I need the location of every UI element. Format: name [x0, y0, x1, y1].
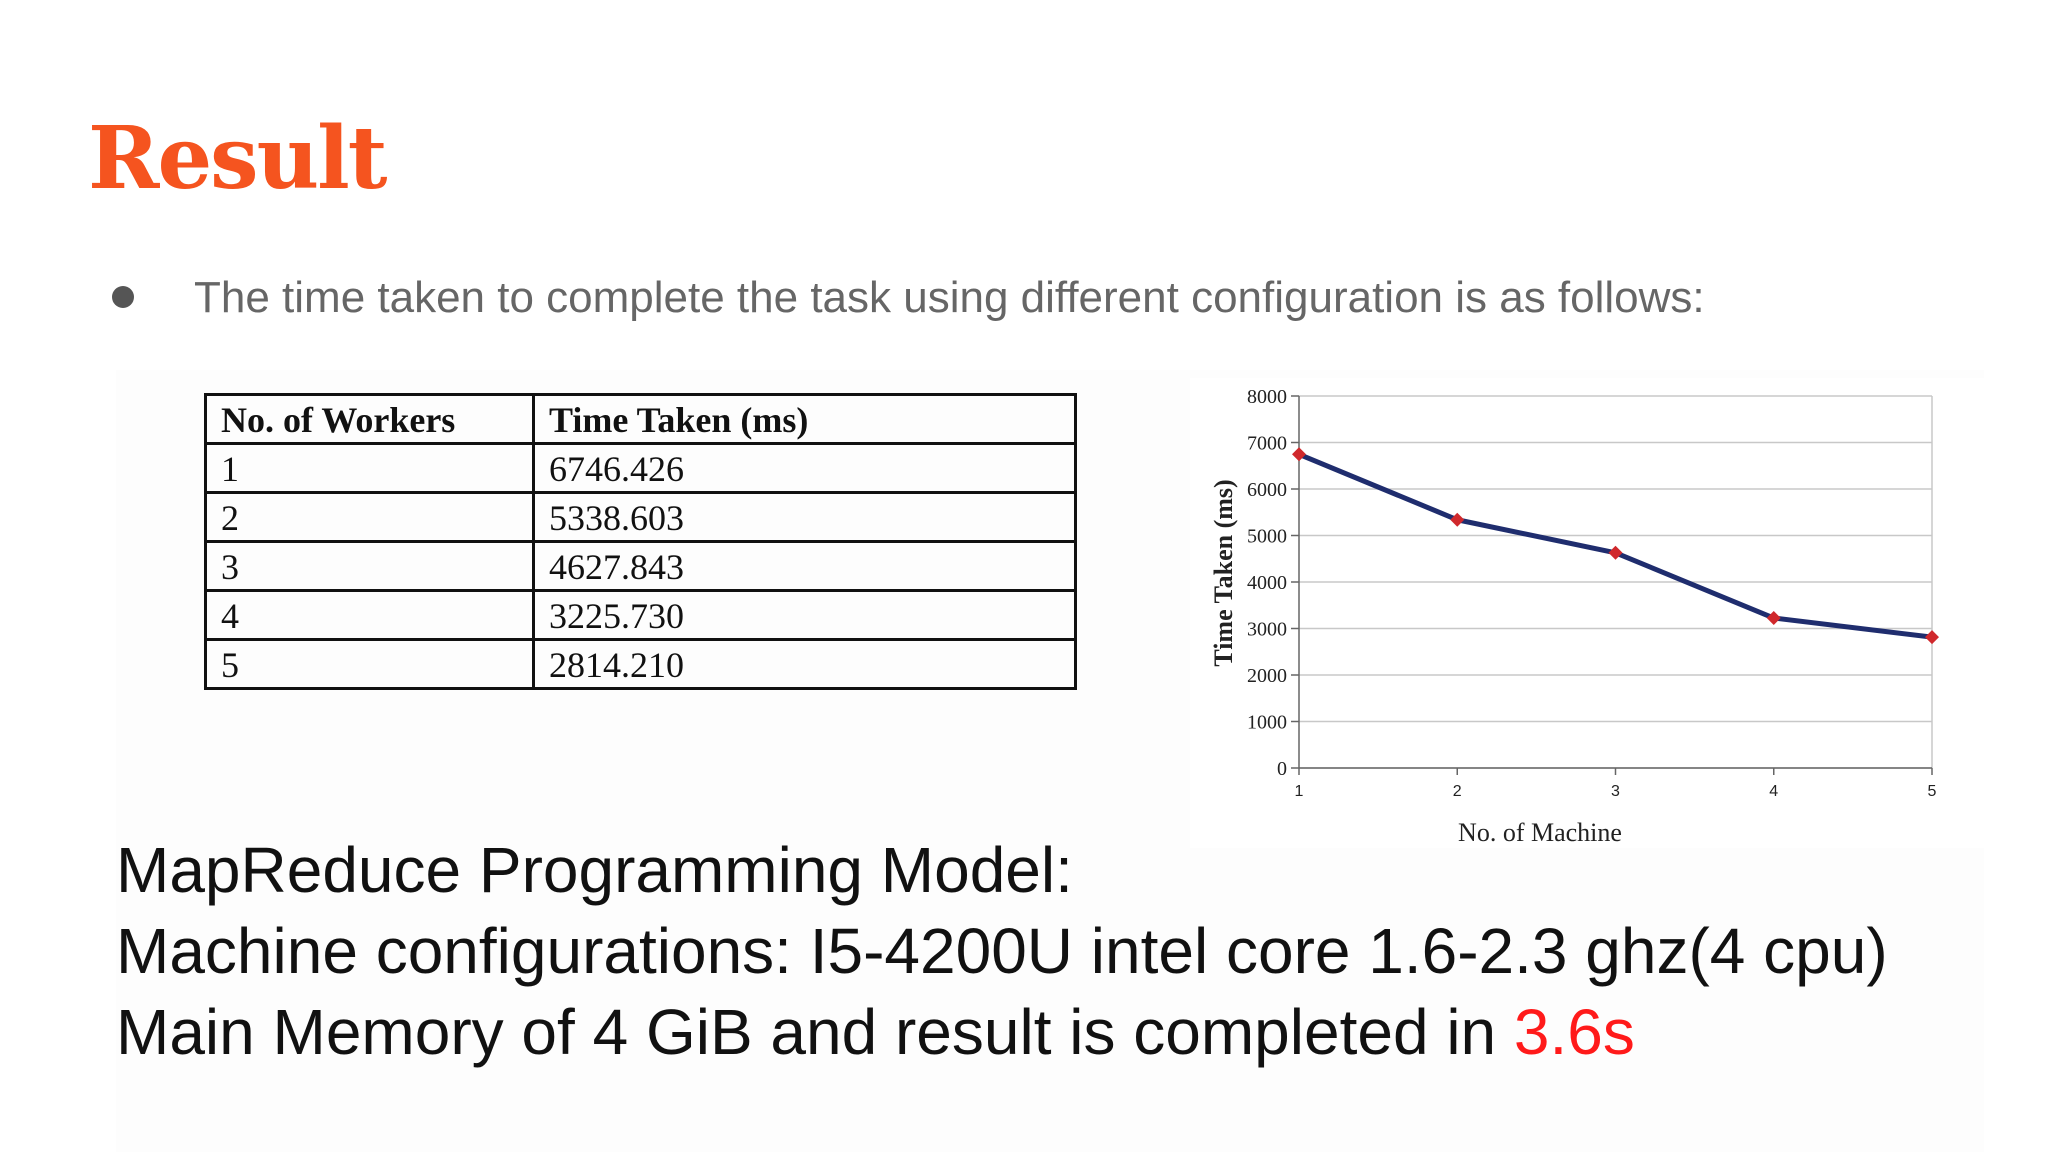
table-cell-time: 6746.426 — [532, 442, 1077, 494]
chart-data-point — [1450, 512, 1465, 527]
chart-y-axis-label: Time Taken (ms) — [1209, 479, 1238, 666]
chart-y-tick-label: 4000 — [1247, 572, 1287, 594]
chart-x-tick-label: 3 — [1611, 783, 1620, 800]
table-cell-time: 5338.603 — [532, 491, 1077, 543]
bullet-text: The time taken to complete the task usin… — [194, 273, 1705, 322]
table-cell-workers: 4 — [204, 589, 535, 641]
table-cell-time: 3225.730 — [532, 589, 1077, 641]
chart-x-tick-label: 1 — [1295, 783, 1304, 800]
table-row: 5 2814.210 — [204, 638, 1077, 690]
chart-y-tick-label: 6000 — [1247, 479, 1287, 501]
table-cell-workers: 3 — [204, 540, 535, 592]
table-header-workers: No. of Workers — [204, 393, 535, 445]
table-row: 3 4627.843 — [204, 540, 1077, 592]
chart-x-tick-label: 2 — [1453, 783, 1462, 800]
chart-data-point — [1766, 611, 1781, 626]
chart-y-tick-label: 1000 — [1247, 712, 1287, 734]
table-cell-workers: 1 — [204, 442, 535, 494]
chart-grid — [1299, 395, 1933, 769]
chart-x-tick-label: 5 — [1928, 783, 1937, 800]
chart-y-tick-label: 2000 — [1247, 665, 1287, 687]
table-cell-workers: 2 — [204, 491, 535, 543]
table-cell-time: 4627.843 — [532, 540, 1077, 592]
chart-x-axis-label: No. of Machine — [1458, 818, 1622, 847]
chart-y-tick-label: 5000 — [1247, 526, 1287, 548]
chart-y-tick-label: 3000 — [1247, 619, 1287, 641]
chart-data-point — [1292, 447, 1306, 462]
footer-line-model: MapReduce Programming Model: — [116, 834, 1073, 906]
chart-data-point — [1925, 630, 1939, 645]
chart-y-tick-label: 8000 — [1247, 386, 1287, 408]
footer-line-machine: Machine configurations: I5-4200U intel c… — [116, 915, 1888, 987]
chart-x-tick-labels: 1 2 3 4 5 — [1295, 783, 1937, 800]
table-cell-workers: 5 — [204, 638, 535, 690]
table-row: 2 5338.603 — [204, 491, 1077, 543]
chart-y-tick-label: 7000 — [1247, 433, 1287, 455]
chart-series — [1292, 447, 1939, 645]
table-header-row: No. of Workers Time Taken (ms) — [204, 393, 1077, 445]
chart-x-tick-label: 4 — [1769, 783, 1778, 800]
table-cell-time: 2814.210 — [532, 638, 1077, 690]
result-time-highlight: 3.6s — [1513, 996, 1635, 1068]
footer-memory-text: Main Memory of 4 GiB and result is compl… — [116, 996, 1514, 1068]
footer-text: MapReduce Programming Model: Machine con… — [116, 830, 1888, 1073]
bullet-dot-icon — [112, 286, 134, 308]
chart-y-tick-labels: 0 1000 2000 3000 4000 5000 6000 7000 8000 — [1247, 386, 1287, 780]
slide-title: Result — [88, 108, 388, 209]
chart-background — [1190, 378, 1990, 848]
chart-data-point — [1608, 545, 1623, 560]
table-header-time: Time Taken (ms) — [532, 393, 1077, 445]
chart-y-tick-label: 0 — [1277, 758, 1287, 780]
results-table: No. of Workers Time Taken (ms) 1 6746.42… — [204, 393, 1077, 690]
footer-line-memory: Main Memory of 4 GiB and result is compl… — [116, 992, 1888, 1073]
table-row: 1 6746.426 — [204, 442, 1077, 494]
table-row: 4 3225.730 — [204, 589, 1077, 641]
